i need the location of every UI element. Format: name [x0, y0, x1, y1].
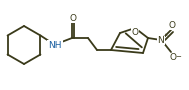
Text: NH: NH [48, 40, 62, 50]
Text: O: O [170, 53, 177, 62]
Text: −: − [175, 54, 181, 60]
Text: +: + [162, 32, 168, 38]
Text: O: O [132, 28, 139, 37]
Text: O: O [70, 14, 77, 22]
Text: N: N [158, 35, 164, 44]
Text: O: O [169, 21, 176, 30]
